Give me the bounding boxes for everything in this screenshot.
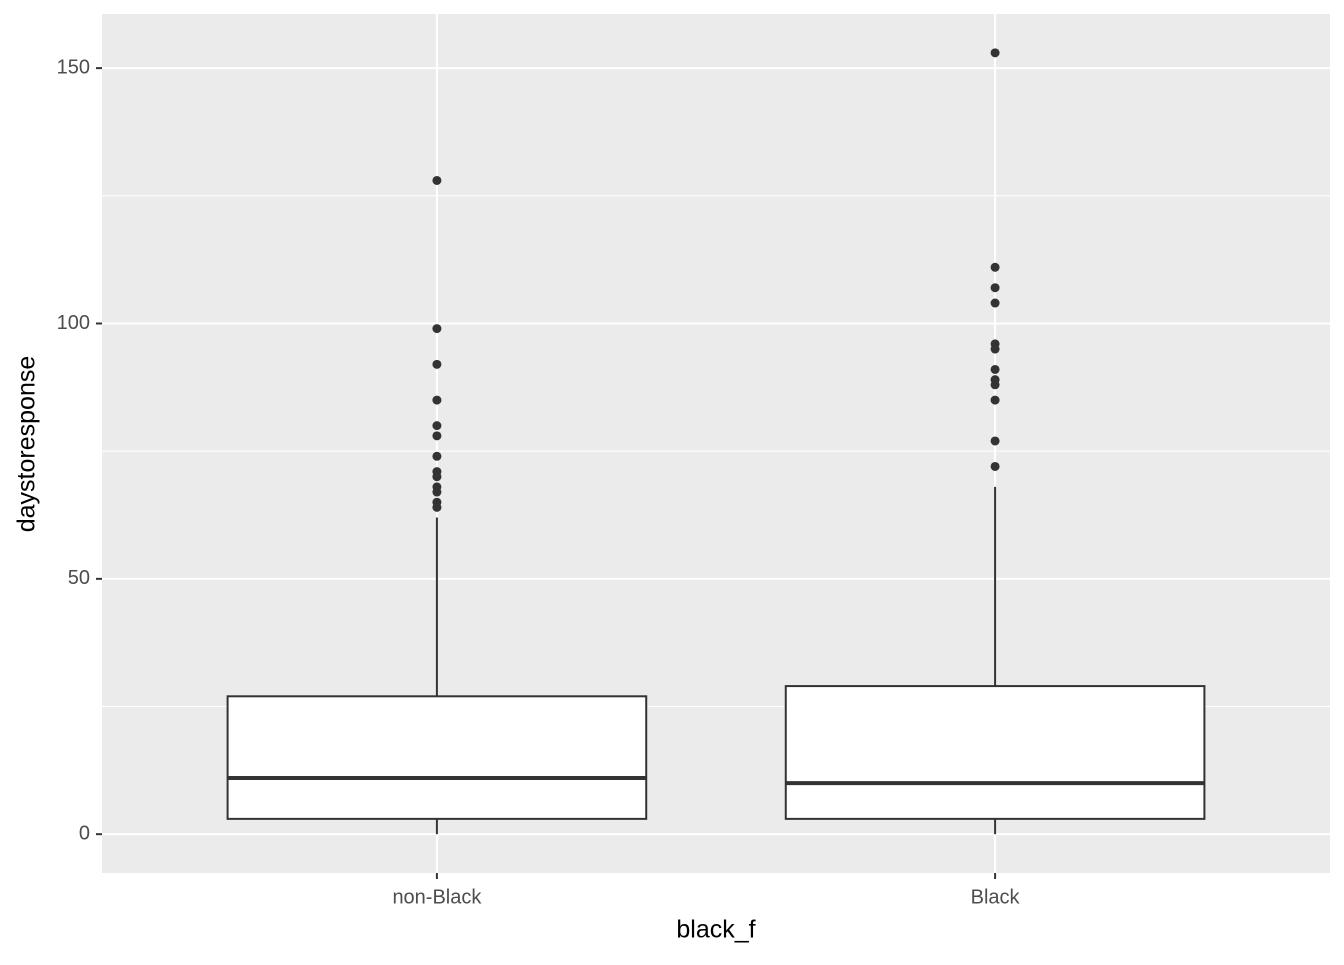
- outlier: [432, 487, 442, 497]
- x-tick-label: Black: [971, 886, 1021, 908]
- box: [226, 695, 648, 820]
- outlier: [990, 283, 1000, 293]
- outlier: [990, 344, 1000, 354]
- outlier: [432, 395, 442, 405]
- outlier: [432, 359, 442, 369]
- outlier: [432, 451, 442, 461]
- outlier: [432, 421, 442, 431]
- outlier: [990, 436, 1000, 446]
- outlier: [990, 298, 1000, 308]
- x-tick-label: non-Black: [392, 886, 482, 908]
- outlier: [432, 431, 442, 441]
- y-tick-label: 50: [68, 567, 90, 589]
- y-axis-title: daystoresponse: [13, 356, 41, 533]
- outlier: [432, 472, 442, 482]
- outlier: [432, 324, 442, 334]
- outlier: [990, 48, 1000, 58]
- outlier: [432, 175, 442, 185]
- y-tick-label: 0: [79, 822, 90, 844]
- box: [784, 685, 1206, 820]
- x-axis-title: black_f: [676, 916, 755, 944]
- y-tick-label: 150: [57, 56, 90, 78]
- outlier: [990, 380, 1000, 390]
- outlier: [990, 262, 1000, 272]
- outlier: [432, 502, 442, 512]
- y-tick-label: 100: [57, 312, 90, 334]
- outlier: [990, 395, 1000, 405]
- outlier: [990, 364, 1000, 374]
- outlier: [990, 461, 1000, 471]
